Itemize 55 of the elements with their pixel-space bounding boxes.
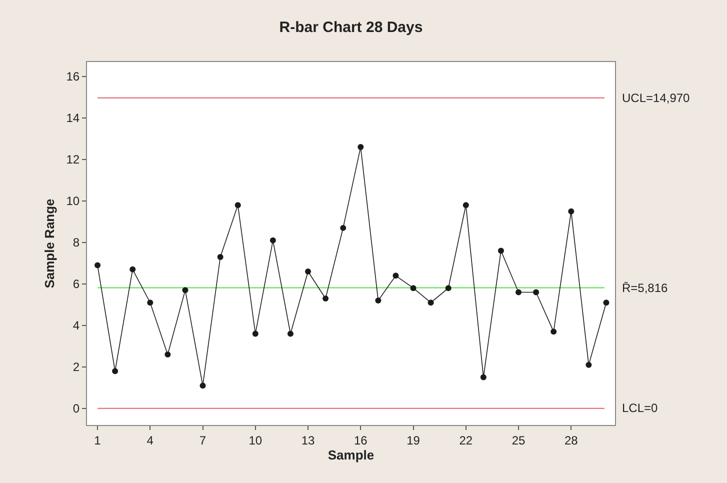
x-tick-label: 28	[564, 433, 578, 448]
point	[603, 300, 610, 306]
y-tick-label: 8	[72, 236, 80, 250]
x-tick-label: 13	[301, 433, 316, 448]
x-tick-label: 25	[512, 433, 526, 448]
y-tick-label: 16	[66, 70, 80, 84]
ref-line-label: UCL=14,970	[622, 91, 690, 105]
point	[358, 144, 364, 150]
x-axis-title: Sample	[328, 447, 374, 462]
x-tick-label: 10	[248, 433, 262, 448]
point	[200, 382, 206, 389]
point	[164, 351, 171, 358]
point	[147, 300, 154, 306]
point	[445, 285, 452, 292]
x-tick-label: 1	[94, 433, 102, 448]
x-tick-label: 4	[146, 433, 154, 448]
point	[130, 266, 136, 272]
point	[568, 208, 574, 214]
x-tick-label: 22	[459, 433, 473, 448]
point	[112, 368, 118, 374]
ref-line-label: R̄=5,816	[622, 281, 668, 295]
point	[462, 202, 469, 208]
point	[182, 287, 188, 294]
chart-title: R-bar Chart 28 Days	[279, 19, 423, 36]
point	[270, 237, 276, 244]
point	[550, 328, 557, 335]
y-tick-label: 10	[66, 194, 80, 208]
point	[305, 268, 312, 274]
point	[252, 330, 258, 337]
point	[586, 362, 592, 368]
point	[480, 374, 486, 380]
point	[94, 262, 101, 268]
point	[217, 254, 224, 260]
point	[533, 289, 540, 296]
point	[322, 295, 329, 302]
y-tick-label: 2	[72, 360, 80, 374]
point	[410, 285, 416, 292]
y-tick-label: 6	[72, 277, 80, 292]
point	[340, 224, 346, 231]
ref-line-label: LCL=0	[622, 401, 658, 415]
y-axis-title: Sample Range	[42, 198, 58, 288]
y-tick-label: 4	[72, 318, 80, 333]
point	[516, 289, 522, 296]
x-tick-label: 19	[406, 433, 420, 448]
point	[287, 330, 294, 337]
point	[375, 298, 382, 304]
x-tick-label: 7	[199, 433, 206, 448]
point	[392, 272, 399, 279]
point	[498, 248, 504, 254]
x-tick-label: 16	[354, 433, 368, 448]
y-tick-label: 12	[66, 152, 80, 167]
point	[428, 300, 434, 306]
point	[234, 202, 241, 208]
y-tick-label: 0	[72, 402, 80, 416]
y-tick-label: 14	[66, 111, 80, 126]
